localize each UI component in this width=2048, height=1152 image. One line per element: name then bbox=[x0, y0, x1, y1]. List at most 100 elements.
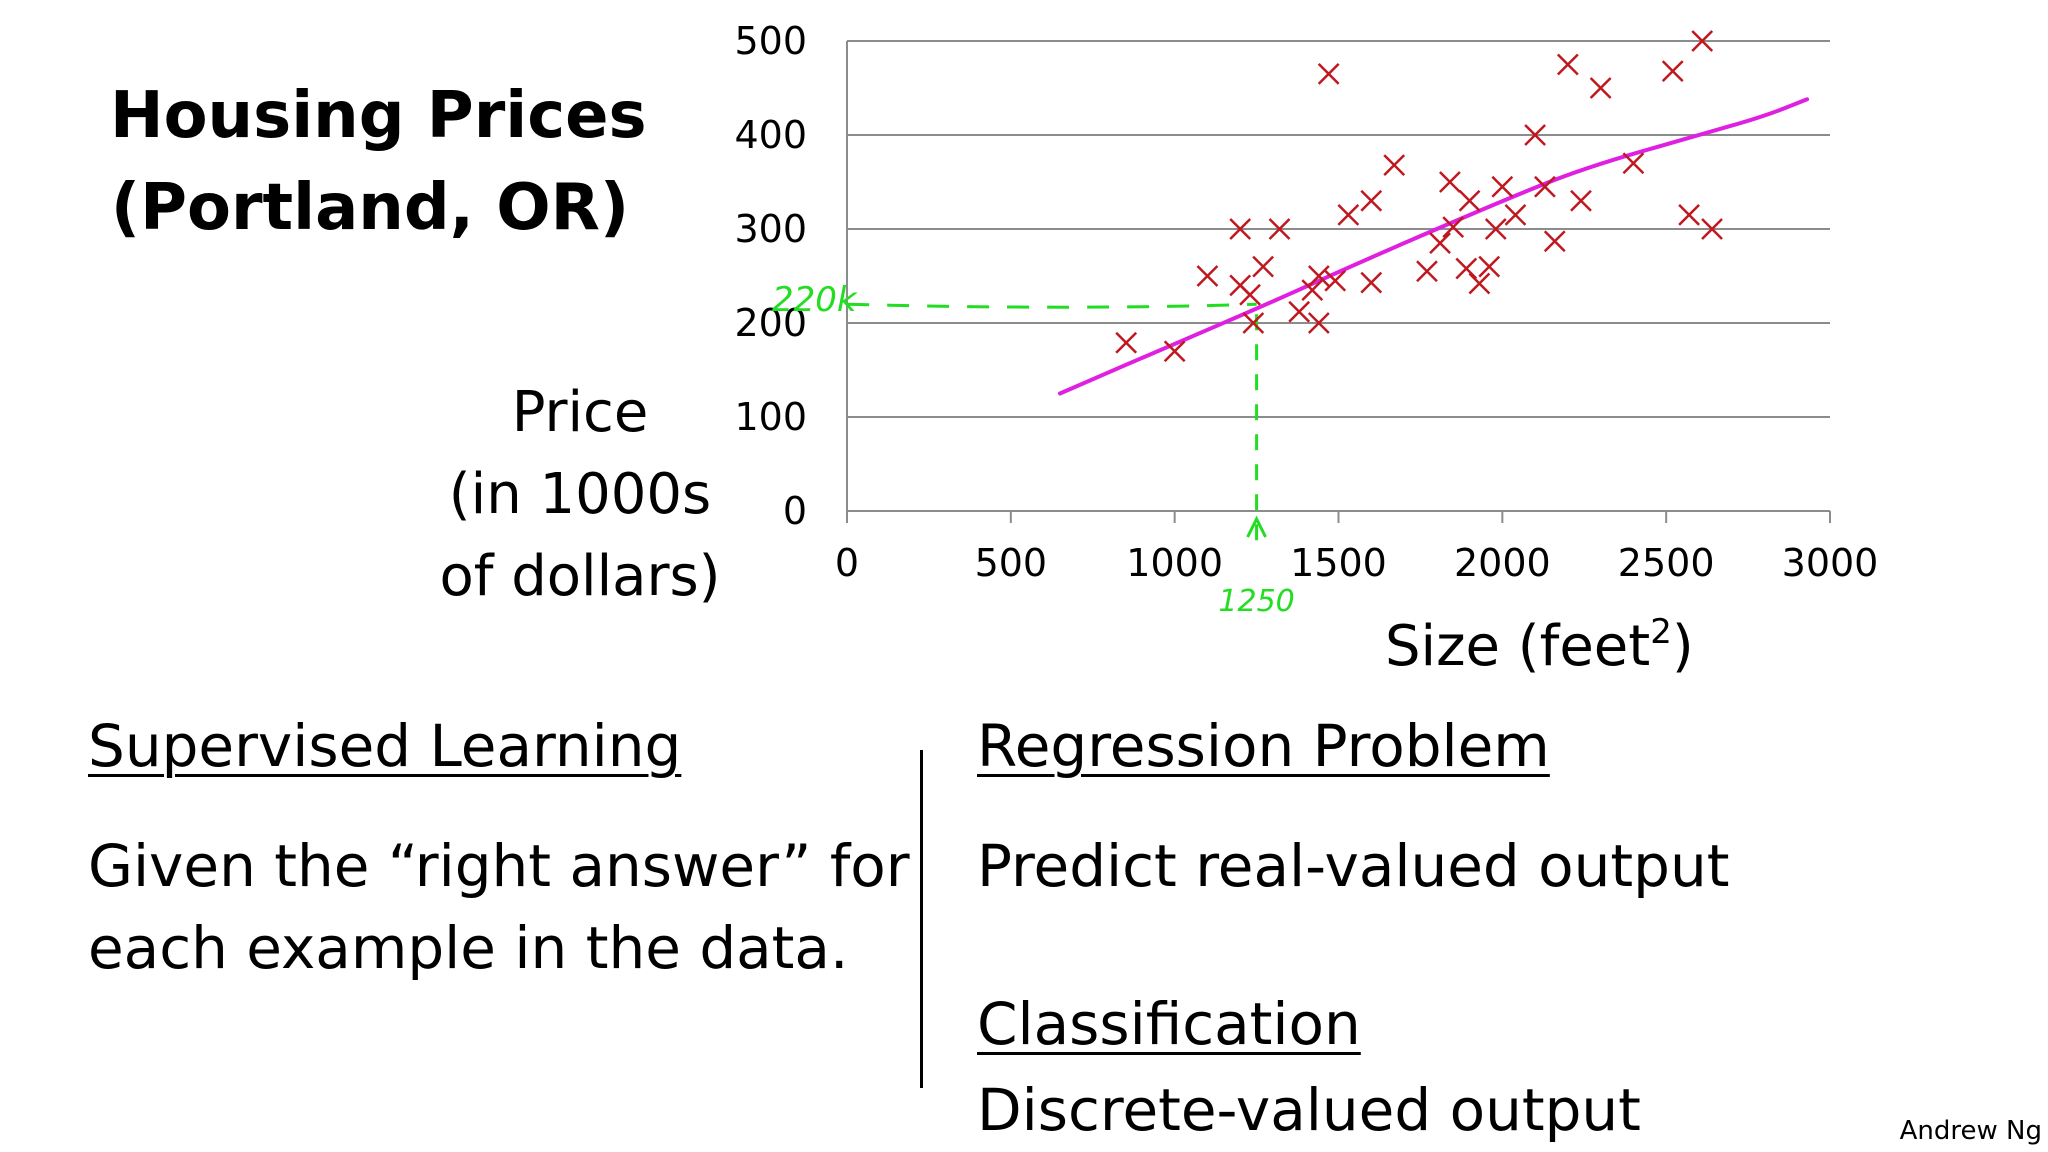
data-point-stroke bbox=[1360, 271, 1383, 294]
data-point bbox=[1504, 204, 1527, 226]
data-point bbox=[1360, 189, 1383, 212]
data-point bbox=[1442, 216, 1465, 239]
data-point-stroke bbox=[1416, 260, 1438, 283]
data-point-stroke bbox=[1307, 265, 1330, 287]
data-point bbox=[1416, 260, 1438, 283]
data-point bbox=[1468, 272, 1491, 295]
data-point-stroke bbox=[1239, 283, 1261, 306]
data-point bbox=[1543, 230, 1566, 253]
data-point bbox=[1439, 171, 1461, 193]
x-axis-label-end: ) bbox=[1671, 614, 1694, 679]
description-line-2: each example in the data. bbox=[88, 914, 849, 982]
x-tick-label: 1000 bbox=[1126, 541, 1223, 585]
data-point bbox=[1239, 283, 1261, 306]
x-axis-label: Size (feet2) bbox=[1385, 612, 1694, 679]
regression-problem-heading: Regression Problem bbox=[977, 712, 1550, 780]
data-point-stroke bbox=[1337, 204, 1360, 226]
x-tick-label: 3000 bbox=[1782, 541, 1879, 585]
description-line-1: Given the “right answer” for bbox=[88, 832, 910, 900]
y-axis-label: Price (in 1000s of dollars) bbox=[430, 372, 730, 618]
x-tick-label: 2500 bbox=[1618, 541, 1715, 585]
data-point-stroke bbox=[1268, 218, 1291, 240]
data-point-stroke bbox=[1324, 269, 1347, 292]
data-point-stroke bbox=[1196, 265, 1219, 287]
x-tick-label: 500 bbox=[975, 541, 1048, 585]
data-point bbox=[1307, 312, 1330, 334]
data-point bbox=[1622, 152, 1645, 175]
y-tick-label: 100 bbox=[734, 395, 807, 439]
annotation-size-label: 1250 bbox=[1218, 584, 1294, 619]
data-point bbox=[1360, 271, 1383, 294]
data-point-stroke bbox=[1478, 255, 1501, 278]
data-point-stroke bbox=[1429, 232, 1451, 254]
data-point-stroke bbox=[1622, 152, 1645, 175]
data-point-stroke bbox=[1242, 312, 1265, 334]
data-point-stroke bbox=[1570, 189, 1592, 212]
y-tick-label: 300 bbox=[734, 207, 807, 251]
data-point bbox=[1678, 204, 1700, 226]
y-tick-label: 0 bbox=[783, 489, 807, 533]
data-point-stroke bbox=[1661, 60, 1684, 82]
data-point bbox=[1301, 279, 1324, 301]
data-point-stroke bbox=[1317, 63, 1340, 85]
data-point bbox=[1524, 124, 1546, 146]
column-divider bbox=[920, 750, 923, 1088]
data-point bbox=[1242, 312, 1265, 334]
data-point-stroke bbox=[1701, 218, 1723, 240]
data-point bbox=[1534, 175, 1556, 198]
x-axis-label-superscript: 2 bbox=[1650, 612, 1672, 652]
data-point-stroke bbox=[1458, 189, 1481, 212]
data-point-stroke bbox=[1468, 272, 1491, 295]
annotation-arrow-icon bbox=[1246, 515, 1267, 538]
data-point-stroke bbox=[1301, 279, 1324, 301]
data-point bbox=[1288, 300, 1311, 323]
data-point bbox=[1268, 218, 1291, 240]
data-point bbox=[1317, 63, 1340, 85]
data-point bbox=[1252, 255, 1275, 278]
x-tick-label: 0 bbox=[835, 541, 859, 585]
data-point bbox=[1701, 218, 1723, 240]
slide-title: Housing Prices (Portland, OR) bbox=[110, 70, 647, 254]
title-line-2: (Portland, OR) bbox=[110, 171, 630, 245]
data-point-stroke bbox=[1589, 77, 1612, 99]
data-point-stroke bbox=[1534, 175, 1556, 198]
data-point-stroke bbox=[1439, 171, 1461, 193]
data-point bbox=[1455, 257, 1478, 280]
data-point bbox=[1337, 204, 1360, 226]
data-point bbox=[1383, 154, 1406, 176]
annotation-horizontal-guide bbox=[846, 302, 1257, 309]
data-point bbox=[1115, 331, 1138, 354]
author-credit: Andrew Ng bbox=[1899, 1116, 2042, 1146]
data-point-stroke bbox=[1383, 154, 1406, 176]
data-point-stroke bbox=[1524, 124, 1546, 146]
data-point-stroke bbox=[1455, 257, 1478, 280]
y-tick-label: 500 bbox=[734, 19, 807, 63]
y-tick-label: 200 bbox=[734, 301, 807, 345]
data-point-stroke bbox=[1678, 204, 1700, 226]
supervised-learning-heading: Supervised Learning bbox=[88, 712, 682, 780]
data-point bbox=[1661, 60, 1684, 82]
data-point-stroke bbox=[1484, 218, 1507, 240]
classification-description: Discrete-valued output bbox=[977, 1076, 1641, 1144]
data-point-stroke bbox=[1229, 218, 1252, 240]
data-point bbox=[1570, 189, 1592, 212]
regression-description: Predict real-valued output bbox=[977, 832, 1730, 900]
data-point bbox=[1229, 218, 1252, 240]
data-point-stroke bbox=[1691, 30, 1714, 52]
x-tick-label: 2000 bbox=[1454, 541, 1551, 585]
data-point-stroke bbox=[1252, 255, 1275, 278]
data-point-stroke bbox=[1115, 331, 1138, 354]
data-point-stroke bbox=[1307, 312, 1330, 334]
data-point bbox=[1324, 269, 1347, 292]
data-point-stroke bbox=[1442, 216, 1465, 239]
data-point-stroke bbox=[1504, 204, 1527, 226]
data-point-stroke bbox=[1360, 189, 1383, 212]
data-point-stroke bbox=[1491, 175, 1514, 198]
data-point bbox=[1484, 218, 1507, 240]
data-point bbox=[1429, 232, 1451, 254]
x-tick-label: 1500 bbox=[1290, 541, 1387, 585]
y-axis-label-line-2: (in 1000s bbox=[448, 462, 712, 527]
data-point-stroke bbox=[1163, 340, 1186, 363]
data-point-stroke bbox=[1556, 53, 1579, 76]
